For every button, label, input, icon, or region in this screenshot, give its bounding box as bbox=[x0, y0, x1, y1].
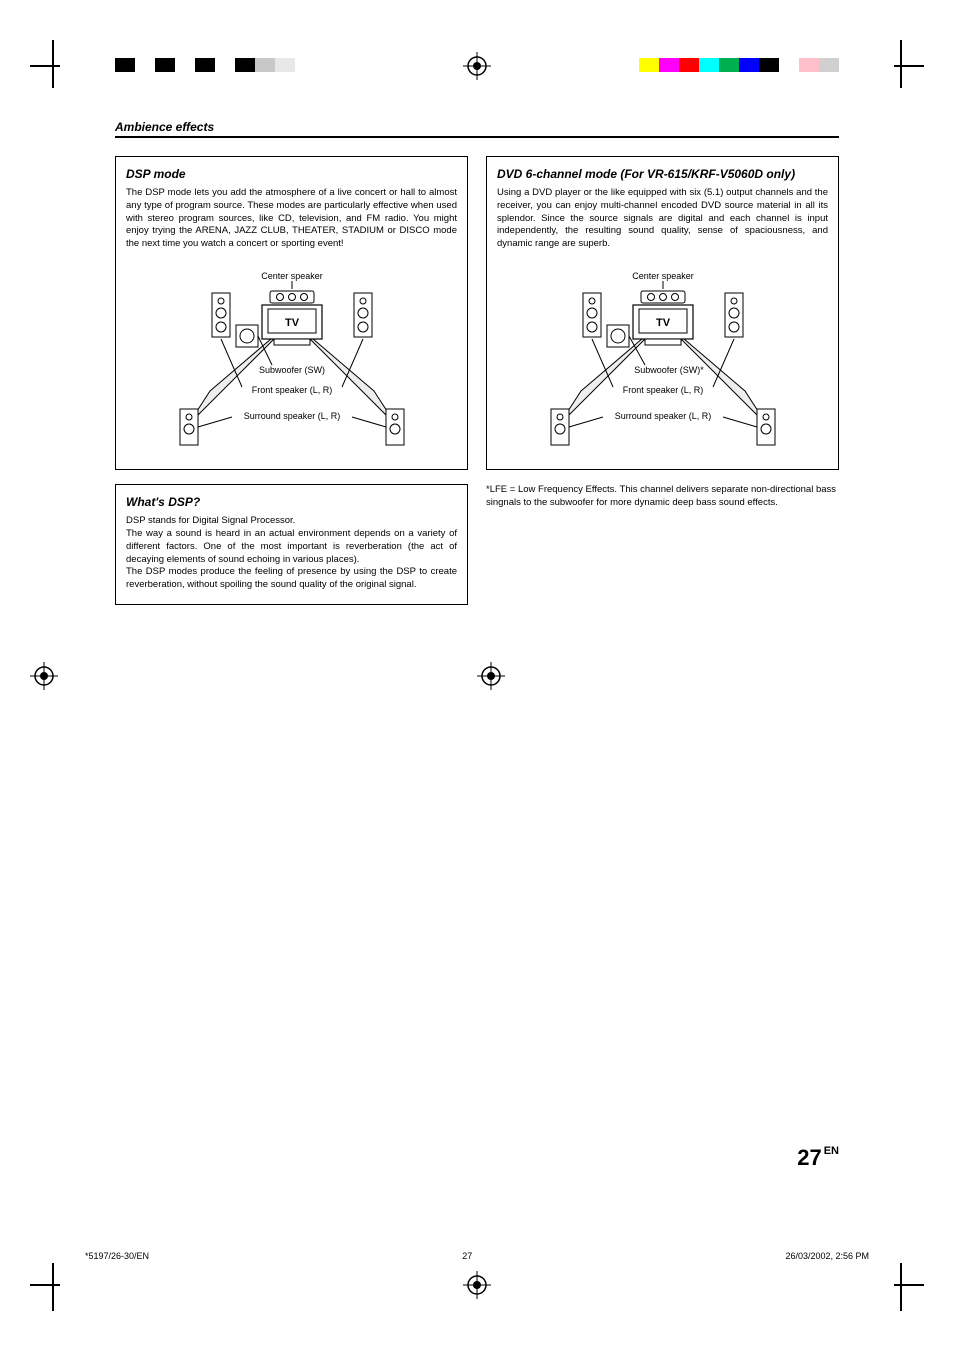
whats-dsp-box: What's DSP? DSP stands for Digital Signa… bbox=[115, 484, 468, 605]
paragraph: DSP stands for Digital Signal Processor. bbox=[126, 515, 295, 526]
page-number-value: 27 bbox=[797, 1145, 821, 1170]
color-swatch bbox=[759, 58, 779, 72]
speaker-diagram-svg: TV Center speaker bbox=[533, 261, 793, 451]
color-bar-left bbox=[115, 58, 295, 72]
registration-mark-icon bbox=[477, 662, 505, 690]
footer-center: 27 bbox=[462, 1251, 472, 1261]
color-swatch bbox=[779, 58, 799, 72]
front-speaker-label: Front speaker (L, R) bbox=[251, 385, 332, 395]
paragraph: The DSP modes produce the feeling of pre… bbox=[126, 566, 457, 590]
box-title: DVD 6-channel mode (For VR-615/KRF-V5060… bbox=[497, 167, 828, 181]
center-speaker-label: Center speaker bbox=[261, 271, 323, 281]
crop-mark bbox=[30, 1284, 60, 1286]
crop-mark bbox=[894, 65, 924, 67]
footer-line: *5197/26-30/EN 27 26/03/2002, 2:56 PM bbox=[85, 1251, 869, 1261]
page-number: 27EN bbox=[797, 1145, 839, 1171]
surround-speaker-label: Surround speaker (L, R) bbox=[243, 411, 340, 421]
section-rule bbox=[115, 136, 839, 138]
color-swatch bbox=[679, 58, 699, 72]
color-swatch bbox=[819, 58, 839, 72]
right-column: DVD 6-channel mode (For VR-615/KRF-V5060… bbox=[486, 156, 839, 619]
speaker-diagram: TV Center speaker bbox=[497, 261, 828, 451]
speaker-diagram: TV Center speaker bbox=[126, 261, 457, 451]
subwoofer-label: Subwoofer (SW)* bbox=[634, 365, 704, 375]
color-swatch bbox=[215, 58, 235, 72]
box-text: Using a DVD player or the like equipped … bbox=[497, 187, 828, 251]
color-swatch bbox=[799, 58, 819, 72]
paragraph: The way a sound is heard in an actual en… bbox=[126, 528, 457, 565]
box-title: DSP mode bbox=[126, 167, 457, 181]
tv-label: TV bbox=[284, 317, 299, 329]
color-swatch bbox=[155, 58, 175, 72]
front-speaker-label: Front speaker (L, R) bbox=[622, 385, 703, 395]
color-swatch bbox=[115, 58, 135, 72]
dsp-mode-box: DSP mode The DSP mode lets you add the a… bbox=[115, 156, 468, 470]
color-swatch bbox=[659, 58, 679, 72]
dvd-6ch-box: DVD 6-channel mode (For VR-615/KRF-V5060… bbox=[486, 156, 839, 470]
color-swatch bbox=[175, 58, 195, 72]
box-title: What's DSP? bbox=[126, 495, 457, 509]
section-header: Ambience effects bbox=[115, 120, 839, 134]
crop-mark bbox=[900, 40, 902, 88]
subwoofer-label: Subwoofer (SW) bbox=[258, 365, 324, 375]
color-swatch bbox=[639, 58, 659, 72]
box-text: The DSP mode lets you add the atmosphere… bbox=[126, 187, 457, 251]
left-column: DSP mode The DSP mode lets you add the a… bbox=[115, 156, 468, 619]
registration-mark-icon bbox=[463, 52, 491, 80]
color-bar-right bbox=[639, 58, 839, 72]
crop-mark bbox=[52, 40, 54, 88]
crop-mark bbox=[30, 65, 60, 67]
color-swatch bbox=[719, 58, 739, 72]
color-swatch bbox=[739, 58, 759, 72]
center-speaker-label: Center speaker bbox=[632, 271, 694, 281]
registration-mark-icon bbox=[30, 662, 58, 690]
color-swatch bbox=[195, 58, 215, 72]
color-swatch bbox=[255, 58, 275, 72]
footnote: *LFE = Low Frequency Effects. This chann… bbox=[486, 484, 839, 510]
footer-right: 26/03/2002, 2:56 PM bbox=[785, 1251, 869, 1261]
color-swatch bbox=[235, 58, 255, 72]
crop-mark bbox=[52, 1263, 54, 1311]
page-lang: EN bbox=[824, 1145, 839, 1157]
speaker-diagram-svg: TV Center speaker bbox=[162, 261, 422, 451]
color-swatch bbox=[275, 58, 295, 72]
box-text: DSP stands for Digital Signal Processor.… bbox=[126, 515, 457, 592]
page-content: Ambience effects DSP mode The DSP mode l… bbox=[115, 120, 839, 619]
surround-speaker-label: Surround speaker (L, R) bbox=[614, 411, 711, 421]
crop-mark bbox=[900, 1263, 902, 1311]
crop-mark bbox=[894, 1284, 924, 1286]
color-swatch bbox=[699, 58, 719, 72]
footer-left: *5197/26-30/EN bbox=[85, 1251, 149, 1261]
registration-mark-icon bbox=[463, 1271, 491, 1299]
tv-label: TV bbox=[655, 317, 670, 329]
color-swatch bbox=[135, 58, 155, 72]
two-column-layout: DSP mode The DSP mode lets you add the a… bbox=[115, 156, 839, 619]
